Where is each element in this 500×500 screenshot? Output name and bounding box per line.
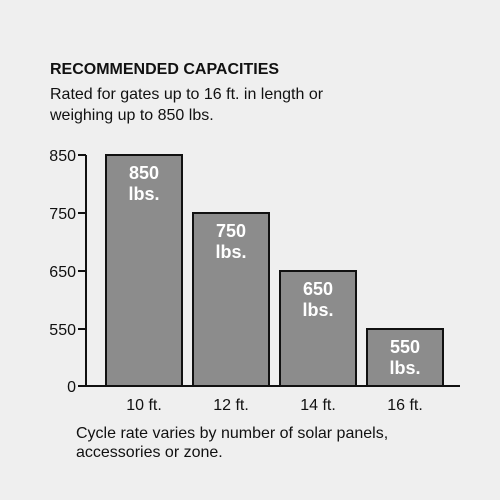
bar-data-label: 750 — [216, 221, 246, 241]
bar — [192, 212, 270, 387]
x-tick-label: 14 ft. — [300, 397, 336, 414]
bar-data-label: 850 — [129, 163, 159, 183]
bar-data-label: 650 — [303, 279, 333, 299]
bar-data-label: lbs. — [302, 300, 333, 320]
bar-data-label: 550 — [390, 337, 420, 357]
y-tick-label: 0 — [67, 379, 76, 396]
y-tick-label: 750 — [49, 206, 76, 223]
chart-title: RECOMMENDED CAPACITIES — [50, 61, 280, 78]
bar — [105, 154, 183, 387]
bar — [279, 270, 357, 387]
x-tick-label: 10 ft. — [126, 397, 162, 414]
y-tick-label: 650 — [49, 264, 76, 281]
chart-subtitle: Rated for gates up to 16 ft. in length o… — [50, 86, 324, 124]
x-tick-label: 16 ft. — [387, 397, 423, 414]
footnote: Cycle rate varies by number of solar pan… — [76, 425, 389, 461]
y-tick-label: 850 — [49, 148, 76, 165]
y-tick-label: 550 — [49, 322, 76, 339]
x-tick-label: 12 ft. — [213, 397, 249, 414]
bar-data-label: lbs. — [215, 242, 246, 262]
y-tick-labels: 850 750 650 550 0 — [49, 148, 76, 396]
bar-data-label: lbs. — [389, 358, 420, 378]
bar — [366, 328, 444, 387]
x-tick-labels: 10 ft. 12 ft. 14 ft. 16 ft. — [126, 397, 423, 414]
bar-data-label: lbs. — [128, 184, 159, 204]
